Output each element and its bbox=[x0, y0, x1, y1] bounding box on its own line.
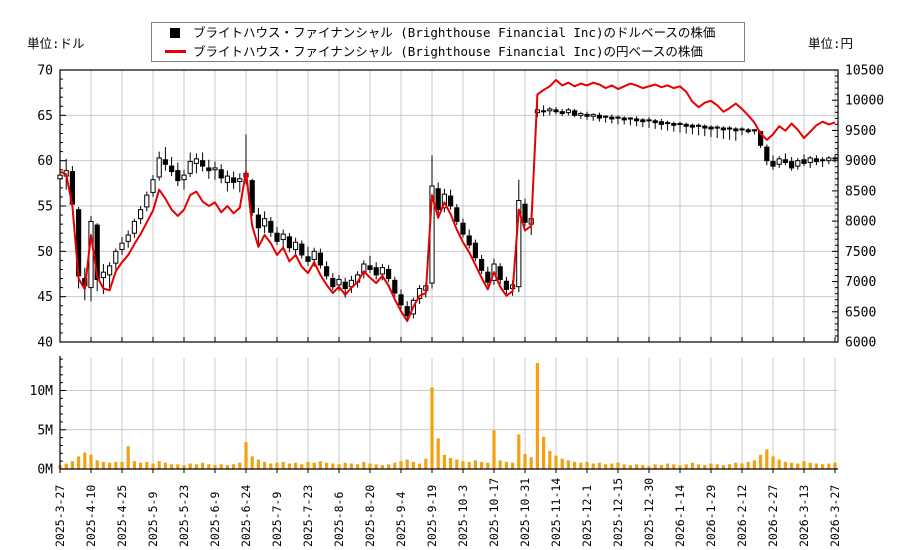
svg-text:6500: 6500 bbox=[845, 305, 876, 320]
svg-text:7500: 7500 bbox=[845, 245, 876, 260]
svg-text:2026-3-13: 2026-3-13 bbox=[797, 485, 811, 547]
svg-text:55: 55 bbox=[37, 200, 53, 215]
svg-text:8500: 8500 bbox=[845, 184, 876, 199]
svg-text:10M: 10M bbox=[30, 384, 54, 399]
svg-text:2025-7-9: 2025-7-9 bbox=[270, 492, 284, 547]
svg-text:2025-12-1: 2025-12-1 bbox=[580, 485, 594, 547]
legend-box: ブライトハウス・ファイナンシャル (Brighthouse Financial … bbox=[151, 22, 745, 62]
svg-text:2025-10-17: 2025-10-17 bbox=[487, 478, 501, 547]
svg-text:60: 60 bbox=[37, 154, 53, 169]
svg-text:2026-1-14: 2026-1-14 bbox=[673, 485, 687, 547]
svg-text:45: 45 bbox=[37, 290, 53, 305]
svg-text:2026-2-27: 2026-2-27 bbox=[766, 485, 780, 547]
right-axis-unit-label: 単位:円 bbox=[808, 36, 854, 51]
svg-text:10500: 10500 bbox=[845, 64, 884, 79]
svg-text:65: 65 bbox=[37, 109, 53, 124]
svg-text:2025-8-6: 2025-8-6 bbox=[332, 492, 346, 547]
svg-text:2025-10-3: 2025-10-3 bbox=[456, 485, 470, 547]
svg-text:6000: 6000 bbox=[845, 336, 876, 351]
svg-text:2025-11-14: 2025-11-14 bbox=[549, 478, 563, 547]
svg-text:2026-1-29: 2026-1-29 bbox=[704, 485, 718, 547]
svg-text:2026-2-12: 2026-2-12 bbox=[735, 485, 749, 547]
legend-label-jpy: ブライトハウス・ファイナンシャル (Brighthouse Financial … bbox=[193, 44, 703, 59]
svg-text:40: 40 bbox=[37, 336, 53, 351]
svg-text:2026-3-27: 2026-3-27 bbox=[828, 485, 842, 547]
svg-text:2025-7-23: 2025-7-23 bbox=[301, 485, 315, 547]
svg-text:5M: 5M bbox=[37, 423, 53, 438]
svg-text:2025-4-10: 2025-4-10 bbox=[84, 485, 98, 547]
svg-text:8000: 8000 bbox=[845, 215, 876, 230]
svg-text:0M: 0M bbox=[37, 463, 53, 478]
svg-text:2025-6-9: 2025-6-9 bbox=[208, 492, 222, 547]
svg-text:2025-5-23: 2025-5-23 bbox=[177, 485, 191, 547]
legend-item-jpy: ブライトハウス・ファイナンシャル (Brighthouse Financial … bbox=[152, 42, 744, 61]
svg-text:2025-4-25: 2025-4-25 bbox=[115, 485, 129, 547]
svg-text:2025-5-9: 2025-5-9 bbox=[146, 492, 160, 547]
red-line-marker bbox=[165, 50, 186, 53]
svg-text:50: 50 bbox=[37, 245, 53, 260]
black-square-marker bbox=[170, 27, 180, 38]
svg-text:2025-6-24: 2025-6-24 bbox=[239, 485, 253, 547]
svg-text:2025-12-15: 2025-12-15 bbox=[611, 478, 625, 547]
legend-item-usd: ブライトハウス・ファイナンシャル (Brighthouse Financial … bbox=[152, 23, 744, 42]
svg-text:7000: 7000 bbox=[845, 275, 876, 290]
legend-label-usd: ブライトハウス・ファイナンシャル (Brighthouse Financial … bbox=[193, 25, 716, 40]
svg-text:9000: 9000 bbox=[845, 154, 876, 169]
svg-text:2025-10-31: 2025-10-31 bbox=[518, 478, 532, 547]
svg-text:2025-3-27: 2025-3-27 bbox=[53, 485, 67, 547]
svg-text:10000: 10000 bbox=[845, 94, 884, 109]
svg-text:2025-9-4: 2025-9-4 bbox=[394, 492, 408, 547]
left-axis-unit-label: 単位:ドル bbox=[27, 36, 85, 51]
svg-text:2025-12-30: 2025-12-30 bbox=[642, 478, 656, 547]
svg-text:9500: 9500 bbox=[845, 124, 876, 139]
svg-text:2025-8-20: 2025-8-20 bbox=[363, 485, 377, 547]
svg-text:70: 70 bbox=[37, 64, 53, 79]
svg-text:2025-9-19: 2025-9-19 bbox=[425, 485, 439, 547]
